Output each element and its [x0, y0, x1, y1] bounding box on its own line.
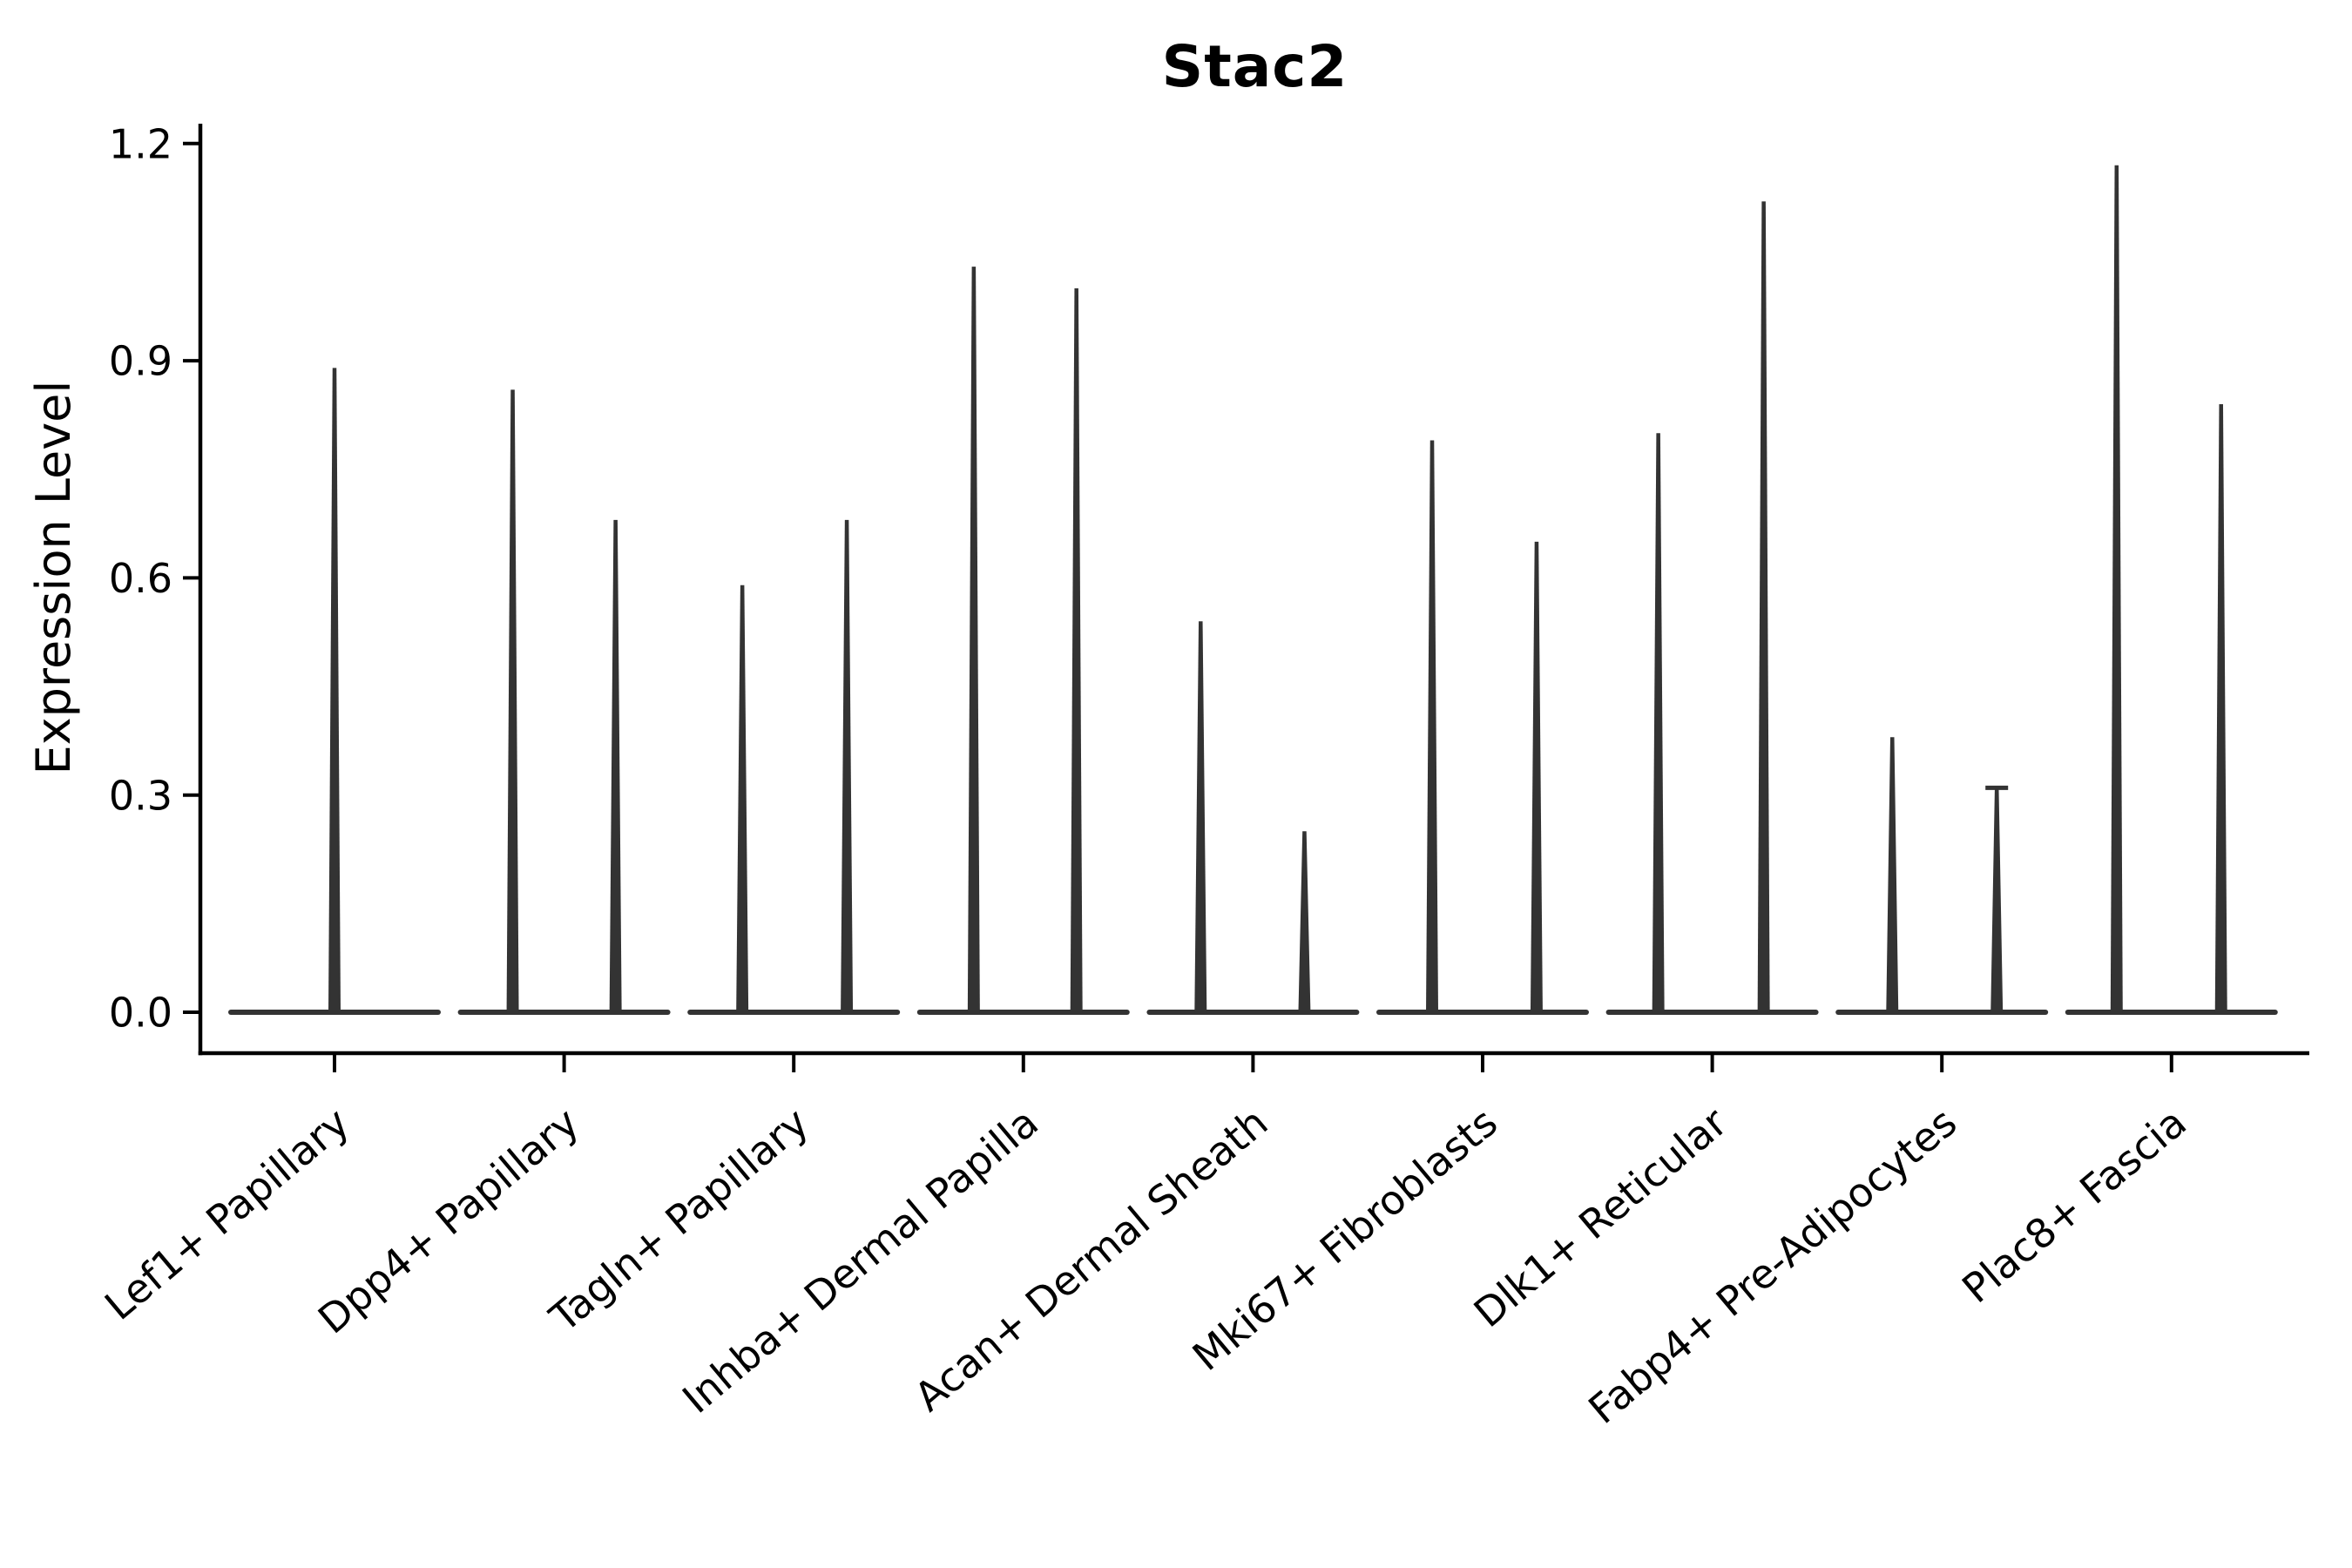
violin-spike [1990, 787, 2004, 1013]
x-tick-label: Lef1+ Papillary [96, 1098, 358, 1329]
violin-spike [1530, 541, 1543, 1013]
violin-spike [1886, 737, 1899, 1013]
violin-spike [2110, 165, 2123, 1014]
y-tick-label: 0.6 [109, 555, 172, 602]
violin-spike [506, 389, 519, 1014]
violin-spike [841, 519, 854, 1013]
y-tick-label: 1.2 [109, 120, 172, 167]
violin-spike [2214, 403, 2227, 1014]
violin-spike [1426, 440, 1439, 1013]
y-tick-label: 0.3 [109, 772, 172, 819]
y-axis-label-text: Expression Level [26, 380, 81, 775]
violin-spike [1652, 433, 1665, 1013]
violin-spike [1070, 288, 1083, 1013]
y-tick-label: 0.9 [109, 338, 172, 385]
y-tick-label: 0.0 [109, 990, 172, 1037]
violin-spike [967, 267, 980, 1013]
violin-spike [1757, 201, 1770, 1013]
x-tick-label: Plac8+ Fascia [1953, 1098, 2195, 1312]
x-tick-label: Fabp4+ Pre-Adipocytes [1579, 1098, 1965, 1433]
violin-spike [609, 519, 622, 1013]
violin-spike [736, 585, 749, 1013]
chart-title: Stac2 [1161, 33, 1348, 100]
violin-spike [328, 368, 341, 1013]
violin-spike [1194, 621, 1207, 1013]
violin-spike [1298, 831, 1311, 1013]
